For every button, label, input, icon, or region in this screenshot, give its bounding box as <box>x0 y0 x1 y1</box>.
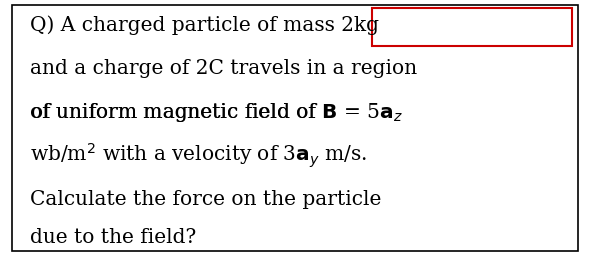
Bar <box>372 8 572 46</box>
Text: of uniform magnetic field of: of uniform magnetic field of <box>30 103 322 122</box>
Text: Calculate the force on the particle: Calculate the force on the particle <box>30 190 381 209</box>
Text: of uniform magnetic field of $\mathbf{B}$ = 5$\mathbf{a}_z$: of uniform magnetic field of $\mathbf{B}… <box>30 101 402 124</box>
Text: Q) A charged particle of mass 2kg: Q) A charged particle of mass 2kg <box>30 15 379 35</box>
Text: wb/m$^2$ with a velocity of 3$\mathbf{a}_y$ m/s.: wb/m$^2$ with a velocity of 3$\mathbf{a}… <box>30 141 367 170</box>
Text: and a charge of 2C travels in a region: and a charge of 2C travels in a region <box>30 59 417 78</box>
Text: due to the field?: due to the field? <box>30 228 196 247</box>
